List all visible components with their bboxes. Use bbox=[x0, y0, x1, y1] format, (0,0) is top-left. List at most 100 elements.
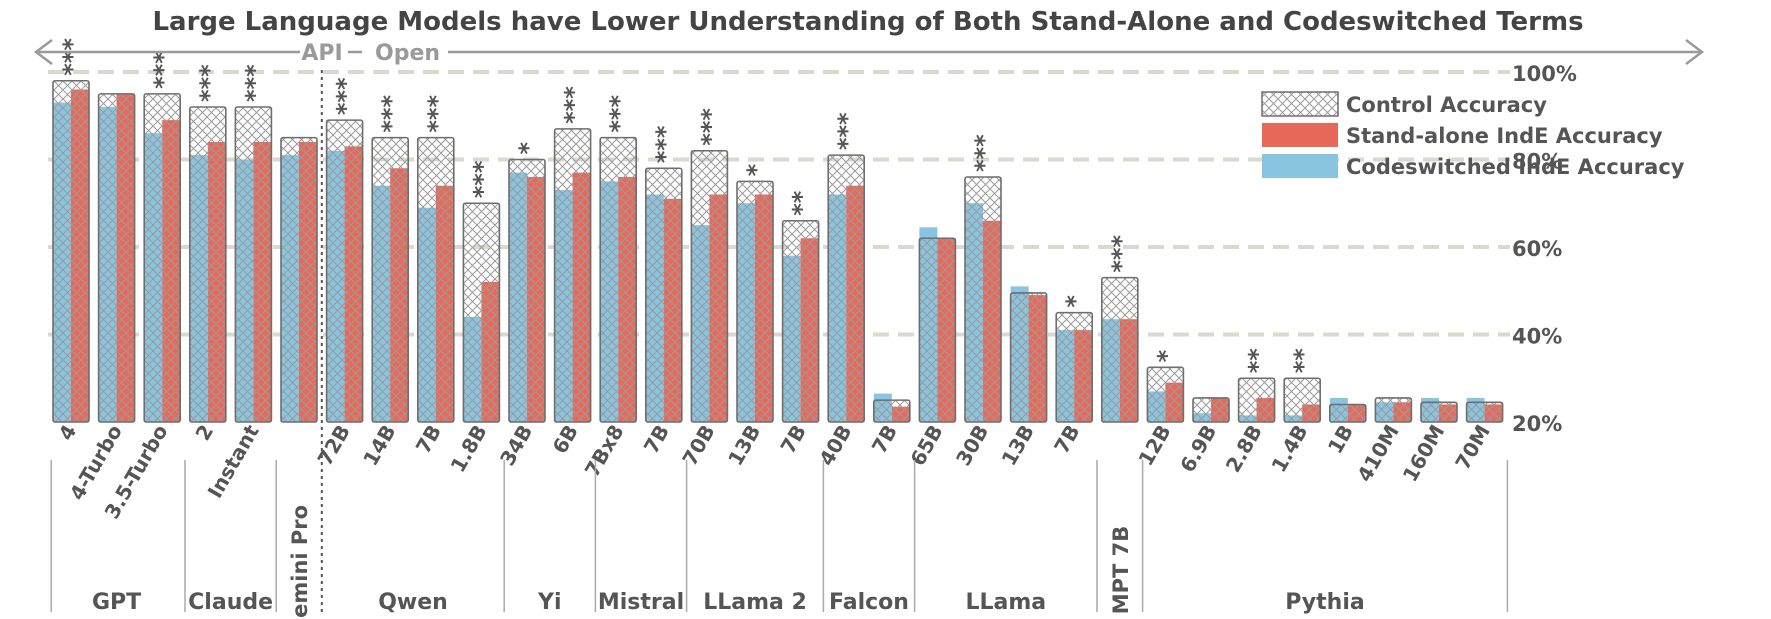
bars: *** *** *** *** *** *** ********** ****** ******… bbox=[52, 38, 1504, 423]
group-label: GPT bbox=[92, 590, 141, 615]
gridlines bbox=[48, 70, 1510, 337]
group-label: Gemini Pro bbox=[288, 505, 312, 619]
model-label: 2.8B bbox=[1221, 421, 1267, 477]
significance-marker: * bbox=[514, 142, 542, 155]
bar-control bbox=[189, 106, 227, 423]
group-label: Mistral bbox=[598, 590, 684, 615]
bar-control bbox=[1009, 292, 1048, 423]
model-label: 40B bbox=[814, 421, 856, 470]
bar-control bbox=[1237, 377, 1276, 423]
bar-control bbox=[872, 399, 911, 423]
bar-control bbox=[1146, 366, 1185, 423]
model-label: 70B bbox=[677, 421, 719, 470]
model-label: 65B bbox=[905, 421, 947, 470]
model-label: 7B bbox=[411, 421, 446, 458]
y-tick-label: 100% bbox=[1512, 62, 1577, 86]
model-label: 34B bbox=[495, 421, 537, 470]
model-label: 72B bbox=[313, 421, 355, 470]
bar-control bbox=[52, 79, 90, 423]
model-label: 7B bbox=[867, 421, 902, 458]
bar-control bbox=[143, 93, 181, 423]
bar-control bbox=[416, 136, 455, 423]
group-label: Yi bbox=[537, 590, 561, 615]
model-label: 1.8B bbox=[446, 421, 492, 477]
model-label: 7B bbox=[776, 421, 811, 458]
model-label: 4 bbox=[54, 421, 82, 445]
group-label: Falcon bbox=[829, 590, 909, 615]
bar-control bbox=[644, 167, 683, 423]
legend-swatch bbox=[1262, 154, 1338, 178]
bar-control bbox=[827, 154, 866, 423]
significance-marker: *** bbox=[332, 77, 360, 115]
bar-control bbox=[736, 180, 774, 423]
open-arrowhead bbox=[1685, 39, 1705, 65]
legend-label: Codeswitched IndE Accuracy bbox=[1346, 155, 1685, 179]
group-label: Claude bbox=[188, 590, 273, 615]
significance-marker: *** bbox=[560, 86, 588, 124]
bar-control bbox=[553, 128, 592, 423]
group-label: MPT 7B bbox=[1109, 526, 1133, 615]
model-label: 7B bbox=[639, 421, 674, 458]
model-label: 2 bbox=[190, 421, 218, 445]
significance-marker: *** bbox=[377, 95, 405, 133]
legend-swatch bbox=[1261, 91, 1339, 117]
group-label: LLama 2 bbox=[703, 590, 807, 615]
chart-title: Large Language Models have Lower Underst… bbox=[152, 7, 1583, 37]
significance-marker: * bbox=[742, 163, 770, 176]
significance-marker: *** bbox=[651, 125, 679, 163]
y-tick-label: 40% bbox=[1512, 325, 1562, 349]
model-label: 30B bbox=[951, 421, 993, 470]
significance-marker: *** bbox=[468, 160, 496, 198]
api-label: API bbox=[301, 41, 342, 66]
model-label: 14B bbox=[358, 421, 400, 470]
bar-control bbox=[234, 106, 273, 423]
model-label: 13B bbox=[997, 421, 1039, 470]
significance-marker: ** bbox=[1244, 348, 1272, 374]
bar-control bbox=[508, 158, 546, 423]
y-tick-label: 80% bbox=[1512, 150, 1562, 174]
bar-control bbox=[918, 237, 957, 423]
significance-marker: *** bbox=[423, 95, 451, 133]
open-label: Open bbox=[375, 41, 440, 66]
group-label: Pythia bbox=[1285, 590, 1364, 615]
significance-marker: * bbox=[1061, 295, 1089, 308]
bar-control bbox=[781, 219, 820, 423]
model-label: 7B bbox=[1049, 421, 1084, 458]
bar-control bbox=[1283, 377, 1321, 423]
bar-control bbox=[97, 93, 136, 423]
bar-control bbox=[599, 136, 638, 423]
model-label: 7Bx8 bbox=[580, 421, 629, 481]
model-label: 6.9B bbox=[1175, 421, 1221, 477]
significance-marker: *** bbox=[696, 108, 724, 146]
y-tick-label: 20% bbox=[1512, 412, 1562, 436]
bar-control bbox=[1329, 403, 1367, 423]
bar-control bbox=[690, 149, 729, 423]
y-tick-label: 60% bbox=[1512, 237, 1562, 261]
significance-marker: *** bbox=[1107, 235, 1135, 273]
model-label: 70M bbox=[1450, 421, 1495, 474]
bar-control bbox=[1055, 311, 1093, 423]
legend-swatch bbox=[1262, 123, 1338, 147]
bar-control bbox=[462, 202, 501, 423]
model-label: 1.4B bbox=[1266, 421, 1312, 477]
bar-control bbox=[325, 119, 364, 423]
significance-marker: *** bbox=[833, 112, 861, 150]
bar-control bbox=[1374, 397, 1413, 423]
bar-control bbox=[371, 136, 410, 423]
bar-control bbox=[964, 176, 1002, 423]
significance-marker: *** bbox=[149, 51, 177, 89]
significance-marker: *** bbox=[970, 134, 998, 172]
significance-marker: ** bbox=[1289, 348, 1317, 374]
model-label: 410M bbox=[1352, 421, 1404, 486]
bar-control bbox=[1465, 401, 1504, 423]
bar-control bbox=[1192, 397, 1230, 423]
significance-marker: *** bbox=[195, 64, 223, 102]
model-label: 6B bbox=[548, 421, 583, 458]
significance-marker: *** bbox=[240, 64, 268, 102]
legend-label: Stand-alone IndE Accuracy bbox=[1346, 124, 1663, 148]
group-label: LLama bbox=[965, 590, 1046, 615]
significance-marker: ** bbox=[788, 190, 816, 216]
api-arrowhead bbox=[33, 39, 53, 65]
